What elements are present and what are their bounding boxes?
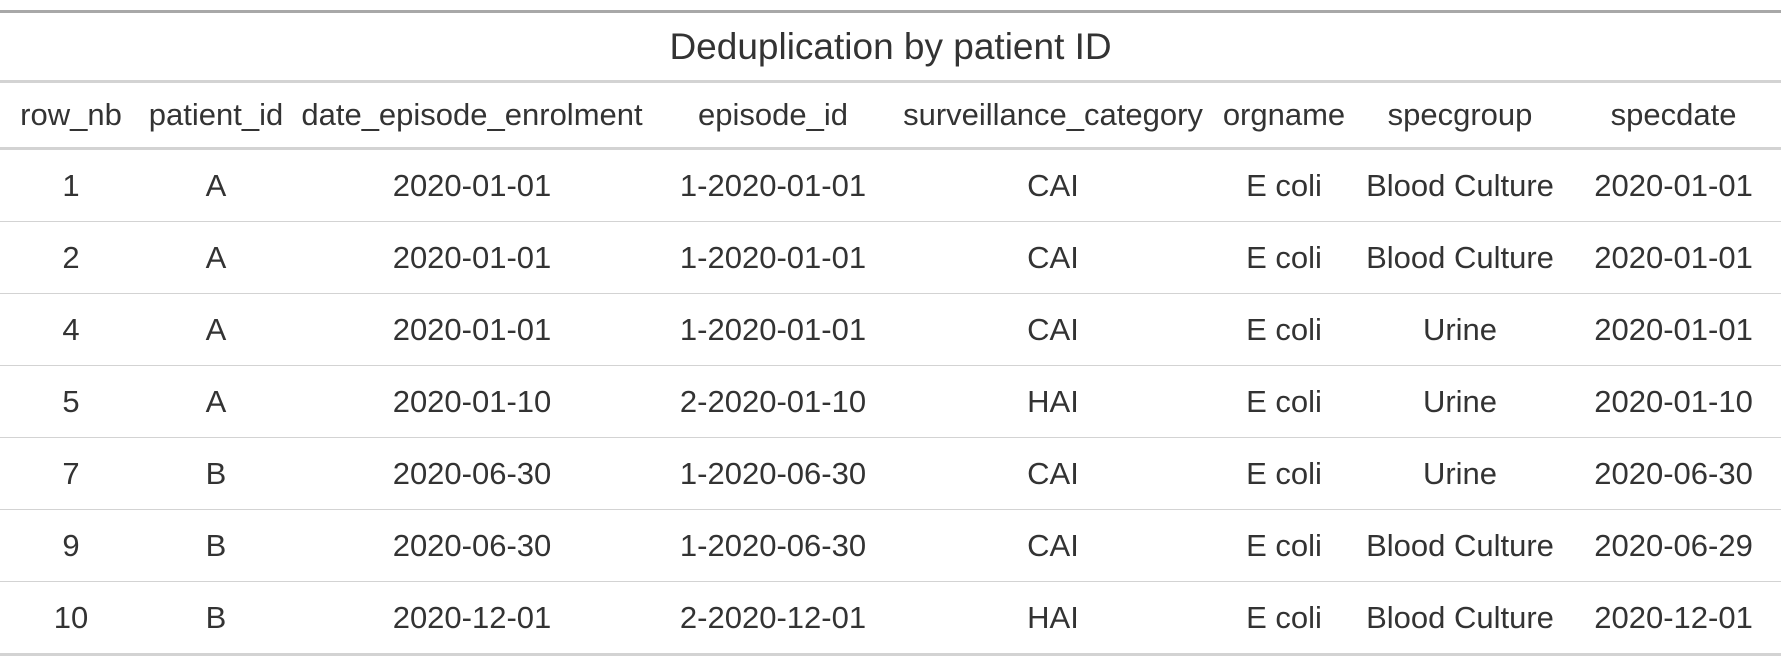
table-row: 7 B 2020-06-30 1-2020-06-30 CAI E coli U… xyxy=(0,437,1781,510)
cell-patient-id: A xyxy=(142,293,290,366)
table-row: 10 B 2020-12-01 2-2020-12-01 HAI E coli … xyxy=(0,581,1781,655)
cell-specdate: 2020-01-01 xyxy=(1594,167,1753,203)
column-header-orgname: orgname xyxy=(1214,81,1354,150)
cell-specgroup: Blood Culture xyxy=(1354,221,1566,294)
cell-row-nb: 2 xyxy=(0,221,142,294)
cell-row-nb: 10 xyxy=(0,581,142,655)
cell-specgroup: Urine xyxy=(1354,293,1566,366)
cell-orgname: E coli xyxy=(1214,365,1354,438)
cell-episode-id: 1-2020-06-30 xyxy=(654,437,892,510)
cell-patient-id: A xyxy=(142,221,290,294)
table-row: 4 A 2020-01-01 1-2020-01-01 CAI E coli U… xyxy=(0,293,1781,366)
data-table-container: Deduplication by patient ID row_nb patie… xyxy=(0,10,1781,656)
cell-row-nb: 5 xyxy=(0,365,142,438)
cell-row-nb: 9 xyxy=(0,509,142,582)
cell-date-episode-enrolment: 2020-01-01 xyxy=(290,221,654,294)
cell-episode-id: 1-2020-06-30 xyxy=(654,509,892,582)
column-header-specdate: specdate xyxy=(1566,81,1781,150)
cell-specgroup: Urine xyxy=(1354,365,1566,438)
table-row: 9 B 2020-06-30 1-2020-06-30 CAI E coli B… xyxy=(0,509,1781,582)
cell-orgname: E coli xyxy=(1246,167,1322,203)
cell-surveillance-category: HAI xyxy=(892,581,1214,655)
cell-specdate: 2020-12-01 xyxy=(1566,581,1781,655)
column-header-specgroup: specgroup xyxy=(1354,81,1566,150)
table-title-row: Deduplication by patient ID xyxy=(0,11,1781,83)
cell-surveillance-category: CAI xyxy=(892,293,1214,366)
cell-row-nb: 4 xyxy=(0,293,142,366)
cell-episode-id: 2-2020-12-01 xyxy=(654,581,892,655)
table-body: 1 A 2020-01-01 1-2020-01-01 CAI E coli B… xyxy=(0,149,1781,655)
cell-patient-id: B xyxy=(142,509,290,582)
column-header-row-nb: row_nb xyxy=(0,81,142,150)
cell-episode-id: 1-2020-01-01 xyxy=(654,293,892,366)
cell-row-nb: 1 xyxy=(62,167,80,203)
column-header-patient-id: patient_id xyxy=(142,81,290,150)
cell-orgname: E coli xyxy=(1214,293,1354,366)
cell-specdate: 2020-01-10 xyxy=(1566,365,1781,438)
cell-specgroup: Blood Culture xyxy=(1366,167,1554,203)
cell-patient-id: A xyxy=(142,365,290,438)
cell-specgroup: Blood Culture xyxy=(1354,509,1566,582)
column-header-surveillance-category: surveillance_category xyxy=(892,81,1214,150)
cell-patient-id: B xyxy=(142,581,290,655)
cell-date-episode-enrolment: 2020-06-30 xyxy=(290,509,654,582)
column-header-row: row_nb patient_id date_episode_enrolment… xyxy=(0,81,1781,150)
cell-specgroup: Blood Culture xyxy=(1354,581,1566,655)
cell-specdate: 2020-01-01 xyxy=(1566,221,1781,294)
cell-date-episode-enrolment: 2020-01-01 xyxy=(290,293,654,366)
table-row: 2 A 2020-01-01 1-2020-01-01 CAI E coli B… xyxy=(0,221,1781,294)
cell-patient-id: B xyxy=(142,437,290,510)
cell-specdate: 2020-06-30 xyxy=(1566,437,1781,510)
cell-orgname: E coli xyxy=(1214,509,1354,582)
cell-orgname: E coli xyxy=(1214,437,1354,510)
cell-date-episode-enrolment: 2020-01-01 xyxy=(392,167,552,203)
column-header-episode-id: episode_id xyxy=(654,81,892,150)
deduplication-table: Deduplication by patient ID row_nb patie… xyxy=(0,10,1781,656)
table-row: 1 A 2020-01-01 1-2020-01-01 CAI E coli B… xyxy=(0,149,1781,222)
cell-date-episode-enrolment: 2020-01-10 xyxy=(290,365,654,438)
cell-surveillance-category: CAI xyxy=(892,509,1214,582)
cell-specdate: 2020-06-29 xyxy=(1566,509,1781,582)
cell-specdate: 2020-01-01 xyxy=(1566,293,1781,366)
cell-specgroup: Urine xyxy=(1354,437,1566,510)
cell-episode-id: 1-2020-01-01 xyxy=(654,221,892,294)
table-title: Deduplication by patient ID xyxy=(0,11,1781,83)
cell-episode-id: 1-2020-01-01 xyxy=(679,167,867,203)
cell-episode-id: 2-2020-01-10 xyxy=(654,365,892,438)
cell-orgname: E coli xyxy=(1214,221,1354,294)
cell-surveillance-category: CAI xyxy=(892,437,1214,510)
column-header-date-episode-enrolment: date_episode_enrolment xyxy=(290,81,654,150)
table-row: 5 A 2020-01-10 2-2020-01-10 HAI E coli U… xyxy=(0,365,1781,438)
cell-surveillance-category: CAI xyxy=(892,221,1214,294)
cell-surveillance-category: HAI xyxy=(892,365,1214,438)
cell-patient-id: A xyxy=(205,167,227,203)
cell-date-episode-enrolment: 2020-12-01 xyxy=(290,581,654,655)
cell-row-nb: 7 xyxy=(0,437,142,510)
cell-date-episode-enrolment: 2020-06-30 xyxy=(290,437,654,510)
cell-orgname: E coli xyxy=(1214,581,1354,655)
cell-surveillance-category: CAI xyxy=(1027,167,1079,203)
